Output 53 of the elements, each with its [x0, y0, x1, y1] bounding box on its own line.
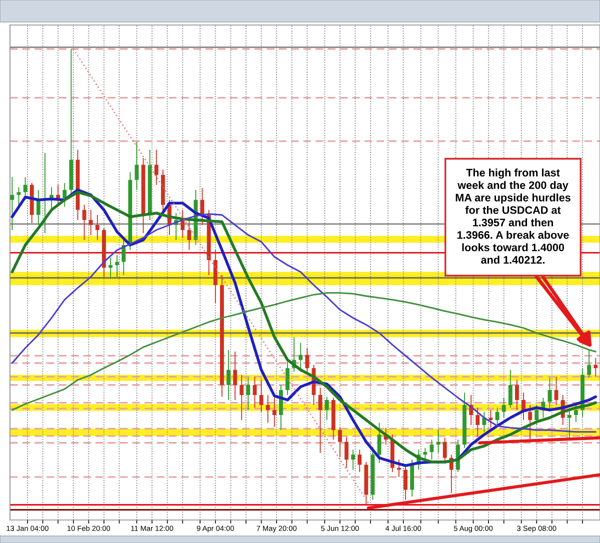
candlestick [69, 49, 74, 195]
candlestick [30, 183, 34, 224]
candlestick [364, 462, 368, 505]
candlestick [514, 380, 519, 410]
candlestick [351, 450, 356, 470]
candlestick [436, 430, 440, 453]
candlestick [108, 258, 112, 277]
candlestick [272, 398, 276, 427]
candlestick [259, 380, 264, 412]
candlestick [266, 394, 270, 423]
candlestick [23, 177, 28, 200]
candlestick [246, 378, 250, 410]
candlestick [338, 428, 342, 457]
candlestick [115, 255, 120, 277]
candlestick [567, 410, 572, 438]
candlestick [95, 214, 100, 240]
annotation: The high from last week and the 200 day MA are upside hurdles for the USDCAD at 1.3957 and then 1.3966. A break above looks toward 1.4000 and 1.40212. [456, 168, 570, 264]
candlestick [554, 376, 558, 405]
candlestick [220, 275, 224, 397]
candlestick [88, 210, 93, 235]
candlestick [404, 464, 408, 500]
candlestick [10, 177, 14, 230]
candlestick [148, 150, 152, 220]
candlestick [102, 228, 106, 277]
candlestick [462, 392, 466, 448]
candlestick [36, 190, 40, 225]
candlestick [587, 350, 592, 378]
candlestick [154, 150, 158, 185]
candlestick [476, 408, 480, 437]
candlestick [508, 370, 512, 408]
candlestick [482, 412, 486, 432]
candlestick [82, 204, 86, 240]
candlestick [344, 436, 348, 468]
candlestick [495, 408, 500, 427]
candlestick [233, 352, 238, 400]
candlestick [62, 183, 67, 207]
candlestick [141, 158, 146, 234]
candlestick [377, 422, 382, 463]
candlestick [324, 396, 329, 420]
candlestick [331, 398, 336, 440]
candlestick [286, 362, 290, 395]
candlestick [226, 350, 230, 400]
candlestick [187, 220, 192, 250]
candlestick [442, 438, 447, 462]
candlestick [410, 460, 414, 497]
candlestick [278, 384, 283, 430]
candlestick [358, 450, 362, 472]
candlestick [594, 358, 598, 377]
candlestick [318, 388, 322, 453]
candlestick [305, 348, 310, 372]
candlestick [502, 398, 506, 418]
candlestick [213, 250, 218, 303]
candlestick [240, 374, 244, 420]
